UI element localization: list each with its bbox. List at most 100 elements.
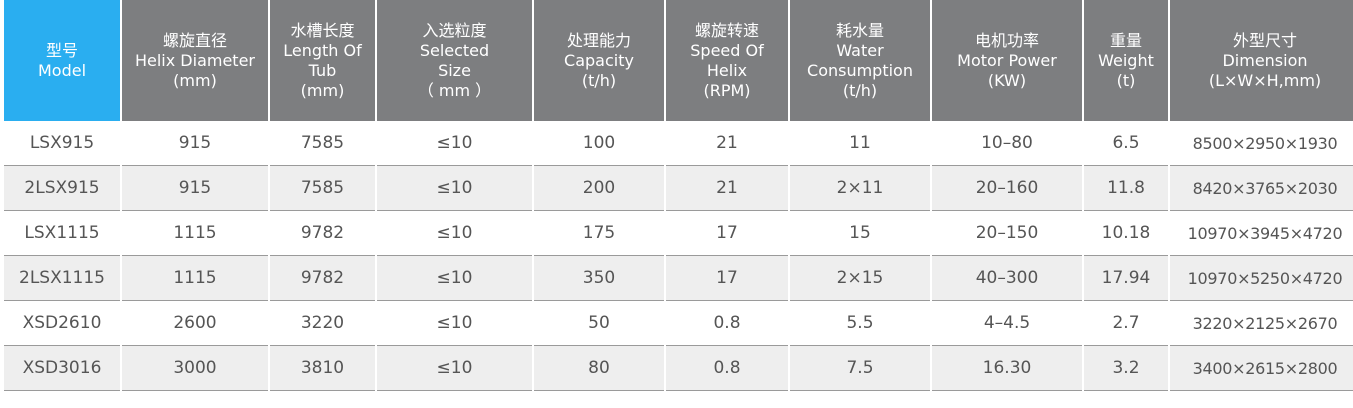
cell-motor-power: 20–160 bbox=[932, 166, 1082, 211]
header-unit: (mm) bbox=[173, 70, 217, 90]
header-selected-size: 入选粒度 Selected Size （ mm ） bbox=[377, 0, 532, 121]
header-en2: Tub bbox=[308, 60, 337, 80]
table-row: 2LSX915 915 7585 ≤10 200 21 2×11 20–160 … bbox=[4, 166, 1353, 211]
header-unit: (t/h) bbox=[581, 70, 617, 90]
header-zh: 电机功率 bbox=[974, 30, 1039, 50]
header-zh: 螺旋转速 bbox=[694, 20, 759, 40]
cell-helix-speed: 21 bbox=[666, 121, 788, 166]
header-en2: Size bbox=[438, 60, 471, 80]
cell-weight: 10.18 bbox=[1084, 211, 1168, 256]
cell-model: LSX915 bbox=[4, 121, 120, 166]
header-weight: 重量 Weight (t) bbox=[1084, 0, 1168, 121]
cell-model: XSD2610 bbox=[4, 301, 120, 346]
cell-tub-length: 7585 bbox=[270, 166, 375, 211]
header-zh: 入选粒度 bbox=[422, 20, 487, 40]
cell-helix-speed: 0.8 bbox=[666, 301, 788, 346]
cell-helix-diameter: 1115 bbox=[122, 211, 268, 256]
cell-helix-diameter: 2600 bbox=[122, 301, 268, 346]
header-unit: (mm) bbox=[300, 80, 345, 100]
cell-helix-diameter: 915 bbox=[122, 121, 268, 166]
header-unit: (RPM) bbox=[703, 80, 751, 100]
cell-capacity: 350 bbox=[534, 256, 664, 301]
header-en: Water bbox=[836, 40, 884, 60]
cell-motor-power: 20–150 bbox=[932, 211, 1082, 256]
cell-motor-power: 10–80 bbox=[932, 121, 1082, 166]
header-en: Helix Diameter bbox=[134, 50, 255, 70]
cell-capacity: 200 bbox=[534, 166, 664, 211]
cell-helix-speed: 0.8 bbox=[666, 346, 788, 391]
cell-capacity: 50 bbox=[534, 301, 664, 346]
cell-helix-speed: 17 bbox=[666, 256, 788, 301]
header-zh: 耗水量 bbox=[835, 20, 884, 40]
cell-motor-power: 4–4.5 bbox=[932, 301, 1082, 346]
cell-dimension: 3220×2125×2670 bbox=[1170, 301, 1353, 346]
cell-model: LSX1115 bbox=[4, 211, 120, 256]
header-unit: (t) bbox=[1116, 70, 1136, 90]
header-helix-speed: 螺旋转速 Speed Of Helix (RPM) bbox=[666, 0, 788, 121]
header-tub-length: 水槽长度 Length Of Tub (mm) bbox=[270, 0, 375, 121]
cell-water-consumption: 2×15 bbox=[790, 256, 930, 301]
cell-weight: 6.5 bbox=[1084, 121, 1168, 166]
header-unit: （ mm ） bbox=[417, 80, 492, 100]
header-en: Selected bbox=[419, 40, 490, 60]
table-row: 2LSX1115 1115 9782 ≤10 350 17 2×15 40–30… bbox=[4, 256, 1353, 301]
cell-tub-length: 9782 bbox=[270, 211, 375, 256]
header-zh: 型号 bbox=[45, 40, 78, 60]
header-zh: 外型尺寸 bbox=[1232, 30, 1297, 50]
cell-water-consumption: 7.5 bbox=[790, 346, 930, 391]
header-zh: 重量 bbox=[1109, 30, 1142, 50]
header-unit: (t/h) bbox=[842, 80, 878, 100]
cell-weight: 3.2 bbox=[1084, 346, 1168, 391]
cell-helix-diameter: 1115 bbox=[122, 256, 268, 301]
header-motor-power: 电机功率 Motor Power (KW) bbox=[932, 0, 1082, 121]
cell-model: XSD3016 bbox=[4, 346, 120, 391]
header-en: Weight bbox=[1098, 50, 1154, 70]
cell-dimension: 10970×5250×4720 bbox=[1170, 256, 1353, 301]
cell-water-consumption: 2×11 bbox=[790, 166, 930, 211]
cell-helix-speed: 21 bbox=[666, 166, 788, 211]
cell-model: 2LSX915 bbox=[4, 166, 120, 211]
cell-helix-diameter: 3000 bbox=[122, 346, 268, 391]
header-unit: (KW) bbox=[987, 70, 1027, 90]
header-zh: 处理能力 bbox=[566, 30, 631, 50]
cell-selected-size: ≤10 bbox=[377, 346, 532, 391]
header-en: Speed Of bbox=[690, 40, 764, 60]
cell-weight: 2.7 bbox=[1084, 301, 1168, 346]
cell-selected-size: ≤10 bbox=[377, 256, 532, 301]
cell-tub-length: 3810 bbox=[270, 346, 375, 391]
header-dimension: 外型尺寸 Dimension (L×W×H,mm) bbox=[1170, 0, 1353, 121]
cell-weight: 11.8 bbox=[1084, 166, 1168, 211]
cell-selected-size: ≤10 bbox=[377, 166, 532, 211]
cell-helix-diameter: 915 bbox=[122, 166, 268, 211]
cell-capacity: 100 bbox=[534, 121, 664, 166]
spec-table: 型号 Model 螺旋直径 Helix Diameter (mm) 水槽长度 L… bbox=[2, 0, 1353, 391]
header-zh: 水槽长度 bbox=[290, 20, 355, 40]
cell-dimension: 3400×2615×2800 bbox=[1170, 346, 1353, 391]
cell-tub-length: 3220 bbox=[270, 301, 375, 346]
cell-selected-size: ≤10 bbox=[377, 211, 532, 256]
header-capacity: 处理能力 Capacity (t/h) bbox=[534, 0, 664, 121]
cell-dimension: 8420×3765×2030 bbox=[1170, 166, 1353, 211]
table-row: LSX1115 1115 9782 ≤10 175 17 15 20–150 1… bbox=[4, 211, 1353, 256]
header-en: Capacity bbox=[564, 50, 634, 70]
cell-capacity: 80 bbox=[534, 346, 664, 391]
cell-model: 2LSX1115 bbox=[4, 256, 120, 301]
header-model: 型号 Model bbox=[4, 0, 120, 121]
header-unit: (L×W×H,mm) bbox=[1208, 70, 1322, 90]
cell-tub-length: 9782 bbox=[270, 256, 375, 301]
header-en: Length Of bbox=[283, 40, 362, 60]
table-row: XSD3016 3000 3810 ≤10 80 0.8 7.5 16.30 3… bbox=[4, 346, 1353, 391]
cell-selected-size: ≤10 bbox=[377, 301, 532, 346]
cell-dimension: 8500×2950×1930 bbox=[1170, 121, 1353, 166]
table-row: XSD2610 2600 3220 ≤10 50 0.8 5.5 4–4.5 2… bbox=[4, 301, 1353, 346]
cell-tub-length: 7585 bbox=[270, 121, 375, 166]
header-helix-diameter: 螺旋直径 Helix Diameter (mm) bbox=[122, 0, 268, 121]
cell-helix-speed: 17 bbox=[666, 211, 788, 256]
cell-water-consumption: 11 bbox=[790, 121, 930, 166]
header-en: Model bbox=[37, 60, 87, 80]
table-row: LSX915 915 7585 ≤10 100 21 11 10–80 6.5 … bbox=[4, 121, 1353, 166]
header-en: Dimension bbox=[1222, 50, 1308, 70]
cell-capacity: 175 bbox=[534, 211, 664, 256]
cell-motor-power: 40–300 bbox=[932, 256, 1082, 301]
cell-weight: 17.94 bbox=[1084, 256, 1168, 301]
